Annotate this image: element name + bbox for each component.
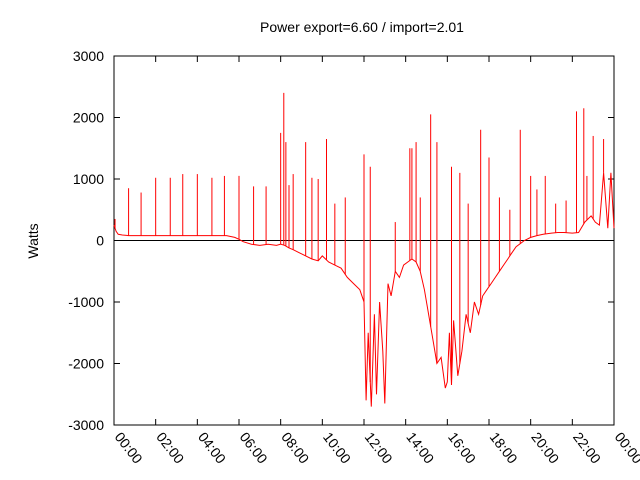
x-tick-label: 00:00 <box>112 429 146 467</box>
x-tick-label: 00:00 <box>612 429 640 467</box>
x-tick-label: 14:00 <box>403 429 437 467</box>
y-tick-label: -3000 <box>68 417 104 433</box>
x-tick-group: 00:00 02:00 04:00 06:00 08:00 10:00 12:00 14:00… <box>112 56 640 467</box>
y-tick-label: 0 <box>96 233 104 249</box>
power-series-line <box>113 172 615 407</box>
series-group <box>113 92 615 407</box>
x-tick-label: 06:00 <box>237 429 271 467</box>
y-tick-label: 2000 <box>73 110 104 126</box>
x-tick-label: 02:00 <box>153 429 187 467</box>
x-tick-label: 18:00 <box>487 429 521 467</box>
y-tick-label: -2000 <box>68 356 104 372</box>
y-tick-label: 1000 <box>73 171 104 187</box>
x-tick-label: 22:00 <box>570 429 604 467</box>
y-tick-label: 3000 <box>73 48 104 64</box>
x-tick-label: 20:00 <box>528 429 562 467</box>
y-tick-label: -1000 <box>68 294 104 310</box>
chart-title: Power export=6.60 / import=2.01 <box>260 19 464 35</box>
x-tick-label: 12:00 <box>362 429 396 467</box>
x-tick-label: 16:00 <box>445 429 479 467</box>
x-tick-label: 08:00 <box>278 429 312 467</box>
x-tick-label: 10:00 <box>320 429 354 467</box>
y-axis-label: Watts <box>25 223 41 258</box>
x-tick-label: 04:00 <box>195 429 229 467</box>
